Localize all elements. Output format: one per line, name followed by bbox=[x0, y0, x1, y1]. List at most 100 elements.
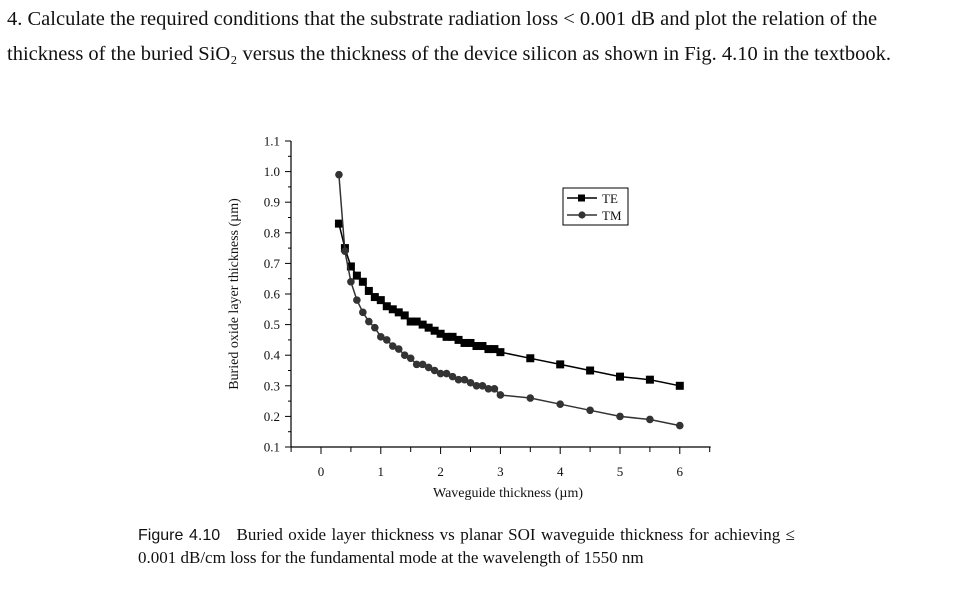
tm-data-point bbox=[490, 385, 499, 393]
legend-te-marker bbox=[578, 194, 585, 202]
te-data-point bbox=[556, 360, 565, 369]
y-tick-label: 0.6 bbox=[264, 287, 281, 302]
tm-data-point bbox=[484, 385, 493, 393]
te-data-point bbox=[448, 332, 457, 341]
te-data-point bbox=[334, 219, 343, 228]
tm-data-point bbox=[556, 400, 564, 408]
te-data-point bbox=[370, 293, 379, 302]
te-data-point bbox=[616, 372, 624, 381]
te-data-point bbox=[466, 338, 475, 347]
caption-label: Figure 4.10 bbox=[138, 527, 221, 544]
tm-data-point bbox=[418, 360, 427, 369]
tm-data-point bbox=[424, 363, 433, 372]
te-data-point bbox=[460, 338, 469, 347]
tm-data-point bbox=[353, 296, 361, 304]
tm-data-point bbox=[359, 308, 367, 317]
figure-caption: Figure 4.10 Buried oxide layer thickness… bbox=[138, 524, 795, 569]
te-data-point bbox=[394, 308, 403, 317]
chart-axes: 0.1 0.2 0.3 0.4 0.5 0.6 0.7 0.8 0.9 1.0 1.1 0 1 2 3 4 5 6 bbox=[264, 134, 711, 479]
legend: TE TM bbox=[562, 187, 629, 226]
te-data-point bbox=[358, 277, 367, 286]
question-text: 4. Calculate the required conditions tha… bbox=[7, 8, 891, 65]
te-data-point bbox=[484, 345, 493, 354]
te-data-point bbox=[388, 305, 397, 314]
te-data-point bbox=[364, 286, 373, 295]
tm-data-point bbox=[335, 170, 343, 179]
y-tick-label: 0.3 bbox=[264, 378, 280, 393]
te-data-point bbox=[526, 354, 535, 363]
x-tick-label: 5 bbox=[617, 464, 624, 479]
te-data-point bbox=[424, 323, 433, 332]
tm-data-point bbox=[365, 317, 373, 326]
y-tick-label: 0.7 bbox=[264, 256, 281, 271]
x-axis-label: Waveguide thickness (µm) bbox=[433, 486, 583, 501]
chart: 0.1 0.2 0.3 0.4 0.5 0.6 0.7 0.8 0.9 1.0 1.1 0 1 2 3 4 5 6… bbox=[227, 134, 711, 501]
tm-data-point bbox=[646, 415, 654, 424]
te-data-point bbox=[418, 320, 427, 329]
x-tick-label: 3 bbox=[497, 464, 504, 479]
te-data-point bbox=[430, 326, 439, 335]
te-data-point bbox=[352, 271, 361, 280]
legend-te-label: TE bbox=[602, 191, 618, 206]
y-tick-label: 0.9 bbox=[264, 195, 280, 210]
x-tick-label: 4 bbox=[557, 464, 564, 479]
te-data-point bbox=[472, 342, 481, 351]
te-data-point bbox=[406, 317, 415, 326]
te-data-point bbox=[645, 375, 654, 384]
tm-data-point bbox=[388, 342, 397, 350]
legend-tm-label: TM bbox=[602, 208, 622, 223]
te-data-point bbox=[675, 381, 684, 390]
tm-data-point bbox=[478, 382, 487, 390]
tm-data-point bbox=[371, 323, 379, 332]
te-data-point bbox=[436, 329, 445, 338]
x-tick-label: 6 bbox=[677, 464, 684, 479]
tm-data-point bbox=[526, 394, 535, 402]
x-tick-label: 2 bbox=[437, 464, 444, 479]
te-data-point bbox=[478, 342, 487, 351]
te-data-point bbox=[346, 262, 355, 271]
te-data-point bbox=[454, 335, 463, 344]
tm-data-point bbox=[448, 372, 457, 381]
tm-data-point bbox=[466, 378, 475, 387]
y-tick-label: 0.1 bbox=[264, 440, 280, 455]
y-tick-label: 0.2 bbox=[264, 409, 280, 424]
tm-data-point bbox=[676, 421, 684, 430]
te-data-point bbox=[586, 366, 595, 375]
tm-data-point bbox=[412, 360, 421, 369]
y-tick-label: 0.4 bbox=[264, 348, 281, 363]
tm-data-point bbox=[406, 354, 415, 363]
tm-data-point bbox=[436, 369, 445, 378]
legend-tm-marker bbox=[578, 211, 586, 219]
te-data-point bbox=[442, 332, 451, 341]
tm-data-point bbox=[347, 277, 355, 286]
tm-data-point bbox=[586, 406, 594, 415]
y-tick-label: 0.5 bbox=[264, 317, 280, 332]
y-tick-label: 1.1 bbox=[264, 134, 280, 149]
tm-data-point bbox=[400, 351, 409, 360]
tm-data-point bbox=[454, 375, 463, 384]
te-data-point bbox=[400, 311, 409, 320]
te-data-point bbox=[490, 345, 499, 354]
y-axis-label: Buried oxide layer thickness (µm) bbox=[227, 198, 242, 390]
tm-data-point bbox=[394, 345, 403, 353]
tm-data-point bbox=[430, 366, 439, 375]
tm-data-point bbox=[472, 382, 481, 390]
te-data-point bbox=[376, 296, 385, 305]
x-tick-label: 1 bbox=[378, 464, 385, 479]
te-data-point bbox=[496, 348, 505, 357]
y-tick-label: 1.0 bbox=[264, 164, 280, 179]
tm-data-point bbox=[496, 391, 505, 399]
tm-data-point bbox=[377, 333, 385, 341]
y-tick-label: 0.8 bbox=[264, 225, 280, 240]
caption-text: Buried oxide layer thickness vs planar S… bbox=[138, 525, 796, 567]
tm-data-point bbox=[460, 375, 469, 384]
x-tick-label: 0 bbox=[318, 464, 325, 479]
legend-box bbox=[562, 187, 629, 226]
tm-data-point bbox=[341, 247, 349, 255]
te-data-point bbox=[412, 317, 421, 326]
te-data-point bbox=[382, 302, 391, 311]
tm-series-line bbox=[338, 174, 680, 427]
tm-data-point bbox=[616, 412, 624, 421]
chart-marks bbox=[334, 170, 684, 430]
tm-data-point bbox=[382, 336, 391, 344]
